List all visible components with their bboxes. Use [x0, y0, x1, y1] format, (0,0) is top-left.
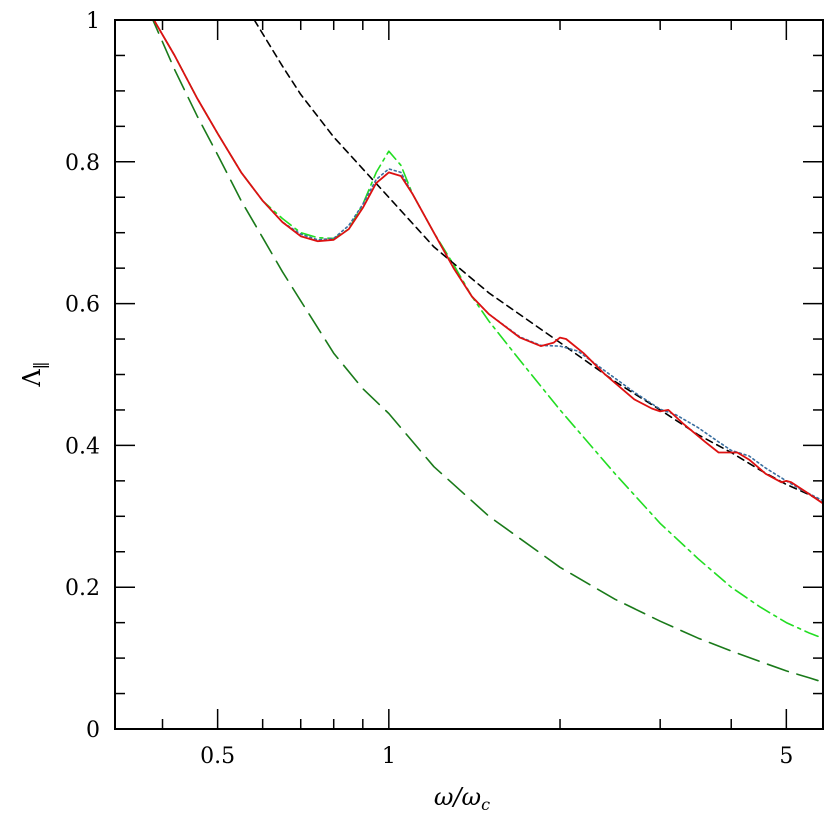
x-tick-label: 1 — [382, 744, 396, 769]
y-axis-title: Λ‖ — [18, 361, 49, 387]
y-tick-label: 1 — [86, 9, 100, 34]
x-tick-label: 5 — [779, 744, 793, 769]
y-tick-label: 0.8 — [65, 151, 100, 176]
y-tick-label: 0.6 — [65, 293, 100, 318]
ticks-layer — [115, 19, 823, 730]
y-axis-title-sub: ‖ — [30, 361, 49, 369]
y-tick-label: 0.2 — [65, 576, 100, 601]
series-line-1 — [152, 20, 823, 683]
y-tick-label: 0 — [86, 718, 100, 743]
series-line-4 — [153, 20, 823, 502]
series-line-3 — [253, 20, 823, 503]
plot-frame — [114, 19, 824, 730]
x-axis-title-sub: c — [481, 795, 490, 814]
y-axis-title-main: Λ — [18, 369, 46, 388]
tick-labels-layer: 0.5 1 5 0 0.2 0.4 0.6 0.8 1 — [65, 9, 793, 769]
x-axis-title: ω/ωc — [434, 783, 490, 814]
x-axis-title-main: ω/ω — [434, 783, 481, 811]
series-layer — [152, 20, 823, 683]
series-line-5 — [152, 20, 823, 505]
x-tick-label: 0.5 — [200, 744, 235, 769]
series-line-2 — [153, 20, 823, 639]
y-tick-label: 0.4 — [65, 434, 100, 459]
